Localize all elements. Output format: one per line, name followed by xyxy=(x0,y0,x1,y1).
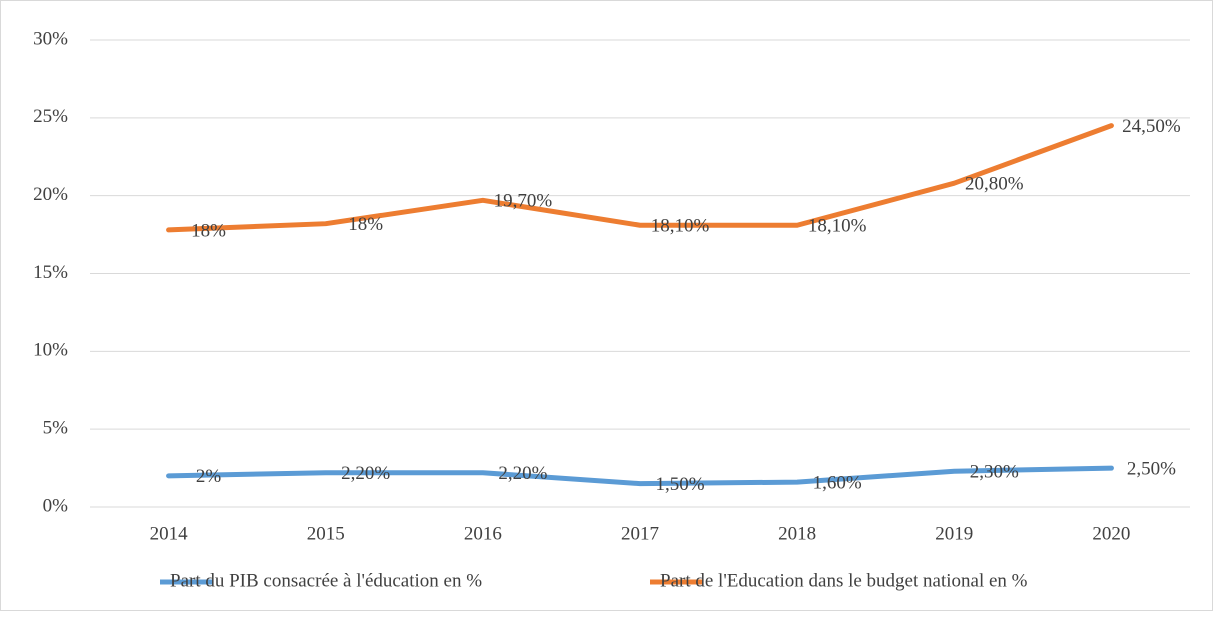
data-label: 24,50% xyxy=(1122,116,1181,137)
data-label: 2,50% xyxy=(1127,458,1176,479)
x-tick-label: 2018 xyxy=(778,523,816,544)
x-tick-label: 2017 xyxy=(621,523,659,544)
legend-label: Part de l'Education dans le budget natio… xyxy=(660,570,1028,591)
data-label: 18,10% xyxy=(651,216,710,237)
y-tick-label: 0% xyxy=(43,495,69,516)
data-label: 18,10% xyxy=(808,216,867,237)
y-tick-label: 20% xyxy=(33,184,68,205)
y-tick-label: 30% xyxy=(33,28,68,49)
y-tick-label: 5% xyxy=(43,418,69,439)
y-tick-label: 25% xyxy=(33,106,68,127)
x-tick-label: 2016 xyxy=(464,523,502,544)
y-tick-label: 10% xyxy=(33,340,68,361)
data-label: 2% xyxy=(196,466,222,487)
y-tick-label: 15% xyxy=(33,262,68,283)
data-label: 2,30% xyxy=(970,462,1019,483)
series-line xyxy=(166,465,1114,487)
x-tick-label: 2015 xyxy=(307,523,345,544)
data-label: 20,80% xyxy=(965,174,1024,195)
series-line xyxy=(166,123,1114,233)
data-label: 18% xyxy=(191,220,226,241)
x-tick-label: 2014 xyxy=(150,523,189,544)
x-tick-label: 2019 xyxy=(935,523,973,544)
data-label: 18% xyxy=(348,214,383,235)
data-label: 1,50% xyxy=(655,474,704,495)
data-label: 19,70% xyxy=(494,191,553,212)
x-tick-label: 2020 xyxy=(1092,523,1130,544)
data-label: 2,20% xyxy=(341,463,390,484)
legend-label: Part du PIB consacrée à l'éducation en % xyxy=(170,570,482,591)
data-label: 2,20% xyxy=(498,463,547,484)
data-label: 1,60% xyxy=(813,472,862,493)
